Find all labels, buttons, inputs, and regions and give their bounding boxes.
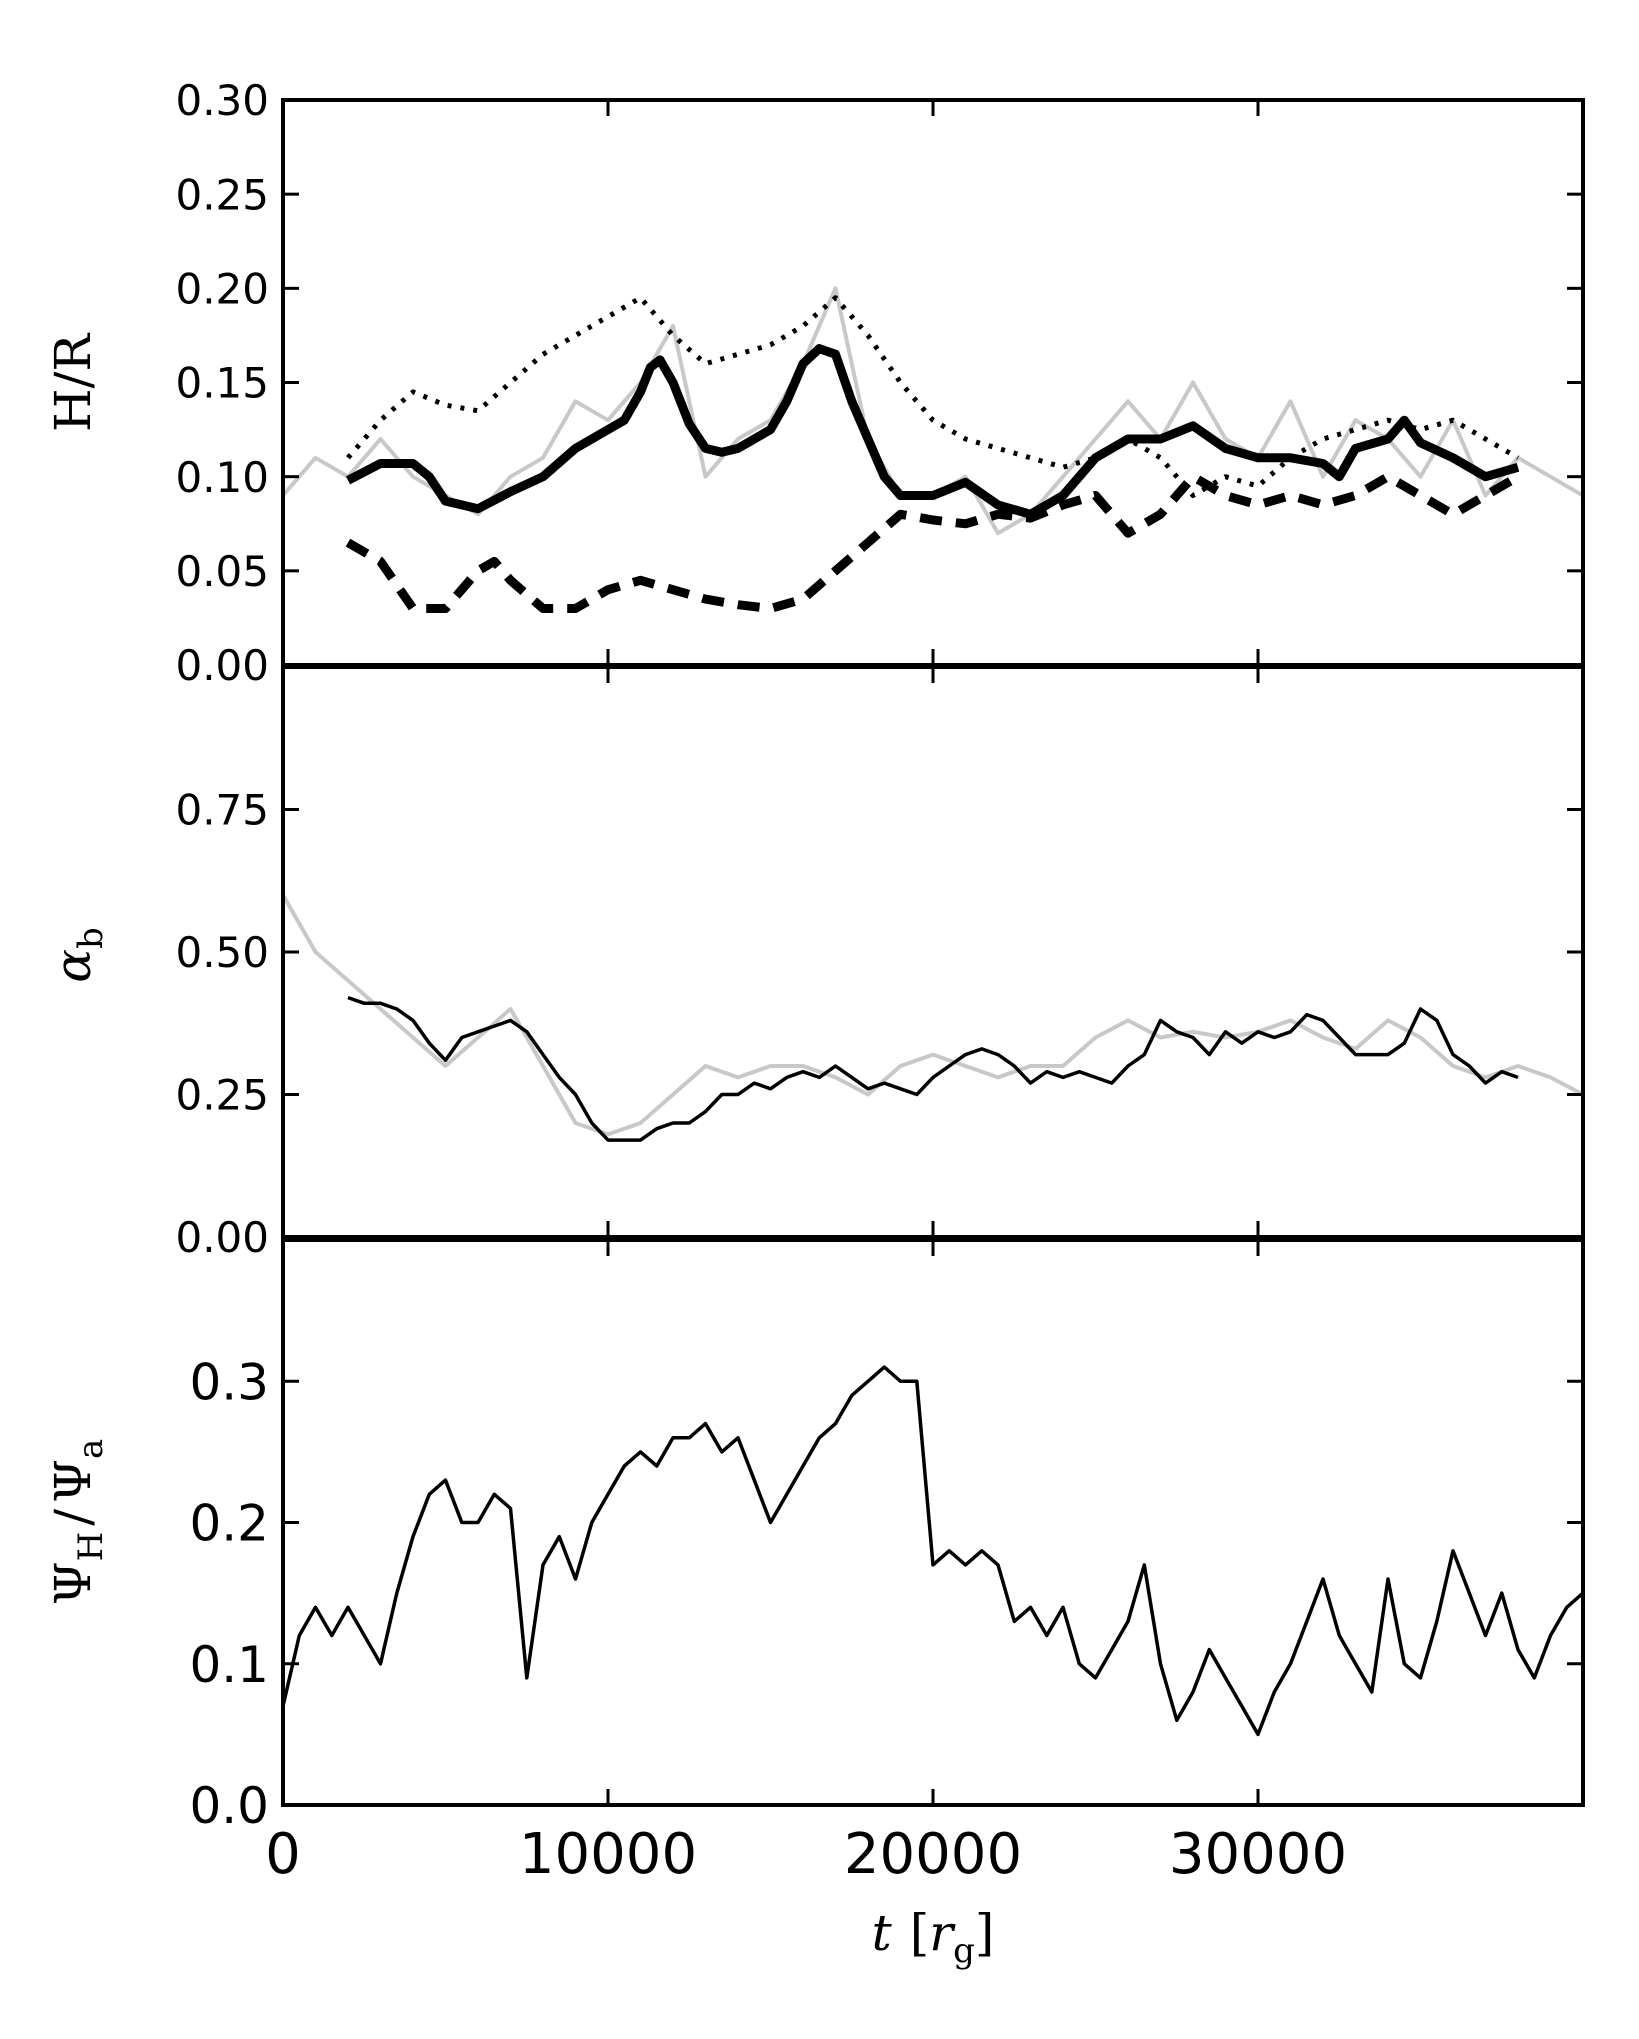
bottom-ticks: 0.0 0.1 0.2 0.3 [189, 1240, 1583, 1835]
mid-ylabel: αb [44, 927, 111, 983]
top-series-thick-dashed-line [345, 472, 1521, 613]
top-ytick-label: 0.10 [175, 453, 269, 502]
top-ytick-label: 0.30 [175, 76, 269, 125]
mid-ytick-label: 0.50 [175, 928, 269, 977]
x-tick-label: 30000 [1169, 1822, 1347, 1887]
mid-series-thin-solid-line [347, 995, 1519, 1142]
top-series-thick-solid-line [345, 344, 1520, 519]
bottom-ylabel-psi1: Ψ [44, 1561, 102, 1605]
bottom-ylabel-sub2: a [71, 1439, 111, 1459]
bottom-ytick-label: 0.0 [189, 1777, 269, 1835]
x-axis-label-t: t [872, 1904, 893, 1962]
bottom-ytick-label: 0.3 [189, 1353, 269, 1411]
top-ylabel: H/R [44, 333, 102, 432]
bottom-ylabel-sub1: H [71, 1532, 111, 1562]
mid-series-thin-gray-line [283, 894, 1583, 1137]
top-ytick-label: 0.25 [175, 170, 269, 219]
mid-series-group [283, 894, 1583, 1142]
x-ticks: 0 10000 20000 30000 [265, 1822, 1347, 1887]
bottom-ylabel-slash: / [44, 1509, 102, 1526]
mid-ticks: 0.00 0.25 0.50 0.75 [175, 667, 1583, 1262]
x-axis-label-open: [ [910, 1904, 930, 1962]
mid-panel: 0.00 0.25 0.50 0.75 αb [44, 665, 1585, 1262]
top-ytick-label: 0.00 [175, 641, 269, 690]
x-tick-label: 10000 [519, 1822, 697, 1887]
x-tick-label: 0 [265, 1822, 301, 1887]
bottom-panel: 0.0 0.1 0.2 0.3 ΨH / Ψa [44, 1238, 1585, 1835]
mid-ytick-label: 0.75 [175, 786, 269, 835]
top-ytick-label: 0.15 [175, 359, 269, 408]
bottom-ylabel-psi2: Ψ [44, 1459, 102, 1503]
x-axis-label-close: ] [975, 1904, 995, 1962]
x-axis-label-r: r [929, 1904, 956, 1962]
bottom-ylabel: ΨH / Ψa [44, 1439, 111, 1606]
top-ytick-label: 0.20 [175, 264, 269, 313]
mid-ytick-label: 0.00 [175, 1213, 269, 1262]
top-series-group [283, 286, 1583, 613]
mid-ylabel-alpha: α [44, 949, 102, 983]
x-axis-label: t [rg] [872, 1904, 995, 1971]
top-series-dotted-line [346, 295, 1520, 498]
bottom-series-group [283, 1365, 1583, 1737]
mid-ytick-label: 0.25 [175, 1071, 269, 1120]
top-ytick-label: 0.05 [175, 547, 269, 596]
top-ticks: 0.00 0.05 0.10 0.15 0.20 0.25 0.30 [175, 76, 1583, 690]
x-tick-label: 20000 [844, 1822, 1022, 1887]
x-axis-label-sub: g [953, 1931, 975, 1971]
bottom-series-thin-solid-line [283, 1365, 1583, 1737]
mid-ylabel-sub: b [71, 927, 111, 949]
top-panel: 0.00 0.05 0.10 0.15 0.20 0.25 0.30 H/R [44, 76, 1585, 690]
bottom-ytick-label: 0.2 [189, 1495, 269, 1553]
bottom-ytick-label: 0.1 [189, 1636, 269, 1694]
